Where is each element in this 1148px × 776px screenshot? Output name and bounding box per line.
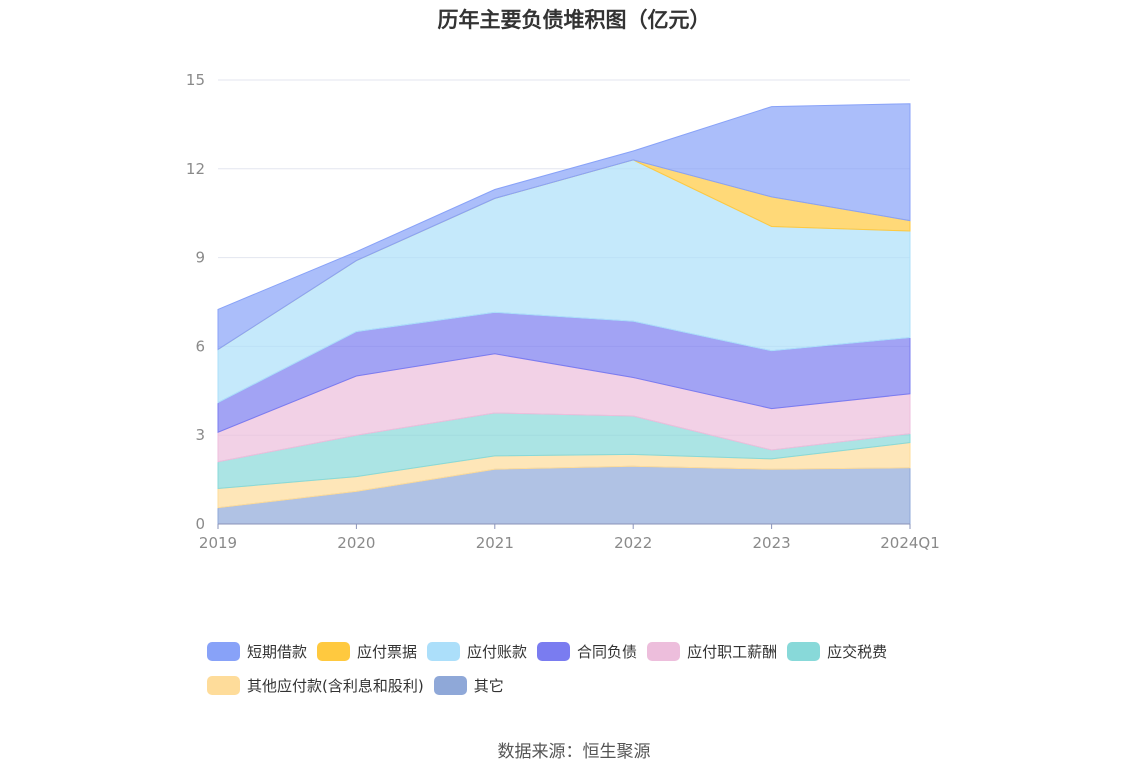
chart-title: 历年主要负债堆积图（亿元） xyxy=(437,8,711,32)
area-series xyxy=(217,103,911,351)
legend: 短期借款 应付票据 应付账款 合同负债 应付职工薪酬 应交税费其他应付款(含利息和股利) 其… xyxy=(207,640,967,708)
stacked-areas xyxy=(217,103,911,525)
x-tick-label: 2023 xyxy=(753,534,791,552)
legend-swatch xyxy=(433,675,467,695)
y-tick-label: 3 xyxy=(195,426,205,444)
legend-label: 应付票据 xyxy=(357,642,418,661)
legend-item[interactable]: 应交税费 xyxy=(787,640,887,662)
legend-label: 应付账款 xyxy=(467,642,528,661)
y-tick-label: 6 xyxy=(195,337,205,355)
legend-swatch xyxy=(787,641,821,661)
legend-label: 应付职工薪酬 xyxy=(687,642,778,661)
x-tick-label: 2022 xyxy=(614,534,652,552)
source-note: 数据来源：恒生聚源 xyxy=(497,742,651,762)
legend-swatch xyxy=(317,641,351,661)
legend-swatch xyxy=(427,641,461,661)
y-tick-label: 0 xyxy=(195,515,205,533)
x-tick-label: 2019 xyxy=(199,534,237,552)
legend-label: 其它 xyxy=(473,676,504,695)
legend-item[interactable]: 短期借款 xyxy=(207,640,307,662)
legend-label: 合同负债 xyxy=(577,642,638,661)
legend-label: 应交税费 xyxy=(827,642,888,661)
legend-item[interactable]: 应付账款 xyxy=(427,640,527,662)
legend-swatch xyxy=(207,675,240,695)
x-tick-label: 2021 xyxy=(476,534,514,552)
y-tick-label: 12 xyxy=(186,160,205,178)
legend-item[interactable]: 其它 xyxy=(433,674,504,696)
y-tick-label: 9 xyxy=(195,249,205,267)
legend-item[interactable]: 其他应付款(含利息和股利) xyxy=(207,674,424,696)
x-tick-label: 2024Q1 xyxy=(880,534,940,552)
legend-label: 短期借款 xyxy=(247,642,308,661)
legend-swatch xyxy=(537,641,571,661)
legend-label: 其他应付款(含利息和股利) xyxy=(247,676,424,695)
axes: 0 3 6 9 12 15 2019 2020 2021 2022 2023 2024Q1 xyxy=(186,71,940,552)
legend-item[interactable]: 应付票据 xyxy=(317,640,417,662)
legend-item[interactable]: 合同负债 xyxy=(537,640,637,662)
legend-swatch xyxy=(207,641,240,661)
legend-item[interactable]: 应付职工薪酬 xyxy=(647,640,777,662)
y-tick-label: 15 xyxy=(186,71,205,89)
x-tick-label: 2020 xyxy=(337,534,375,552)
legend-swatch xyxy=(647,641,681,661)
